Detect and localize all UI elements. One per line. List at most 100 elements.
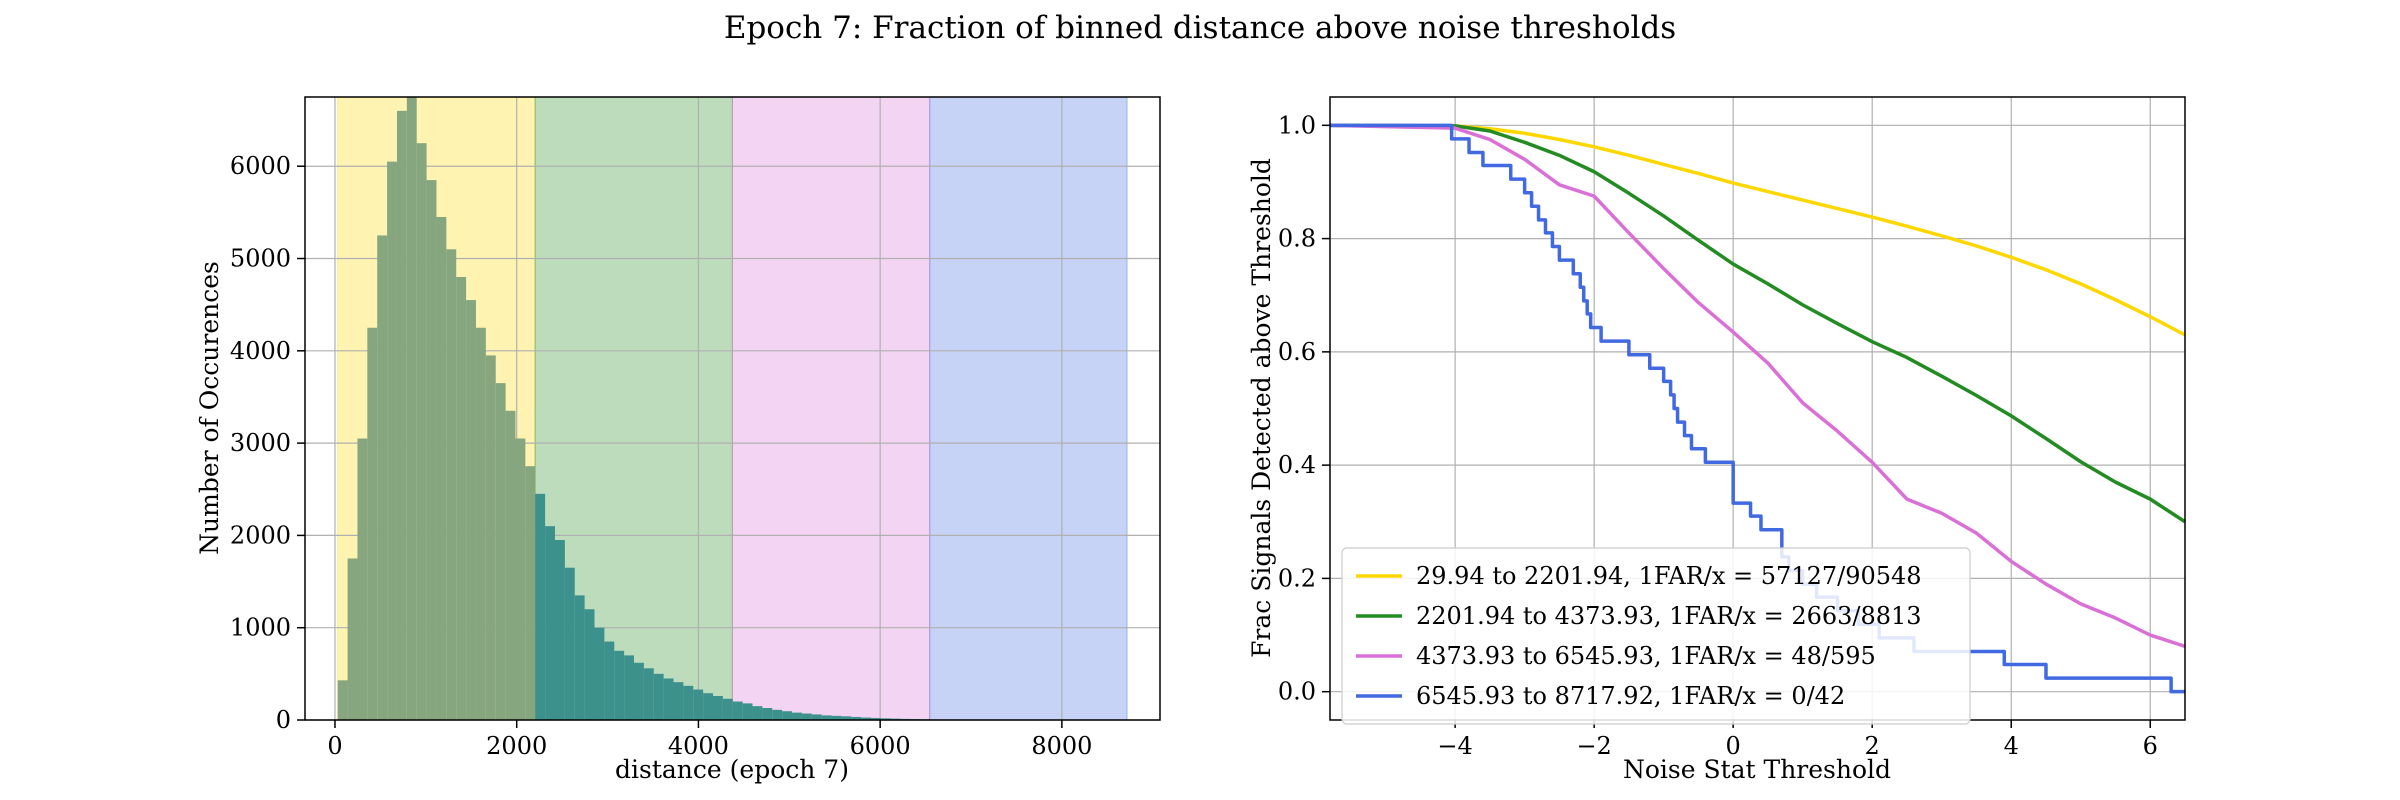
histogram-bar-19 bbox=[525, 466, 536, 720]
histogram-bar-33 bbox=[663, 678, 674, 720]
histogram-bar-7 bbox=[406, 97, 417, 720]
histogram-bar-38 bbox=[713, 696, 723, 720]
line-series-group bbox=[1329, 123, 2186, 694]
line-y-tick-label-4: 0.8 bbox=[1278, 225, 1316, 253]
histogram-bar-49 bbox=[821, 715, 832, 720]
histogram-bars bbox=[337, 97, 1039, 721]
histogram-bar-47 bbox=[801, 713, 812, 720]
line-y-ticks: 0.0 0.2 0.4 0.6 0.8 1.0 bbox=[1278, 111, 1330, 706]
histogram-bar-23 bbox=[564, 567, 575, 720]
histogram-bar-6 bbox=[396, 110, 407, 721]
histogram-bar-8 bbox=[416, 143, 427, 721]
line-y-axis-label: Frac Signals Detected above Threshold bbox=[1247, 158, 1276, 658]
histogram-bar-0 bbox=[337, 680, 348, 720]
histogram-bar-37 bbox=[703, 693, 714, 720]
hist-y-tick-label-2: 2000 bbox=[230, 521, 291, 549]
line-y-tick-label-1: 0.2 bbox=[1278, 564, 1316, 592]
histogram-bar-12 bbox=[456, 276, 467, 720]
histogram-bar-44 bbox=[772, 709, 783, 720]
histogram-bar-16 bbox=[495, 383, 506, 720]
hist-y-tick-label-4: 4000 bbox=[230, 337, 291, 365]
line-x-axis-label: Noise Stat Threshold bbox=[1623, 755, 1891, 784]
histogram-bar-34 bbox=[673, 682, 684, 720]
threshold-panel: −4 −2 0 2 4 6 0.0 0.2 0.4 0.6 0.8 1.0 Noise Stat T… bbox=[1247, 96, 2186, 784]
histogram-bar-21 bbox=[545, 526, 555, 720]
histogram-bar-22 bbox=[554, 540, 565, 720]
hist-y-tick-label-1: 1000 bbox=[230, 614, 291, 642]
histogram-bar-14 bbox=[475, 327, 486, 720]
hist-axes-frame bbox=[304, 96, 1161, 721]
hist-y-ticks: 0 1000 2000 3000 4000 5000 6000 bbox=[230, 152, 305, 734]
histogram-bar-17 bbox=[505, 410, 516, 720]
line-y-tick-label-2: 0.4 bbox=[1278, 451, 1316, 479]
hist-x-ticks: 0 2000 4000 6000 8000 bbox=[327, 720, 1092, 760]
histogram-bar-43 bbox=[762, 708, 773, 720]
shaded-region-2 bbox=[731, 96, 931, 721]
histogram-bar-50 bbox=[831, 715, 842, 720]
line-x-tick-label-1: −2 bbox=[1576, 732, 1611, 760]
hist-x-tick-label-2: 4000 bbox=[668, 732, 729, 760]
figure-title: Epoch 7: Fraction of binned distance abo… bbox=[724, 10, 1676, 46]
histogram-bar-53 bbox=[861, 717, 872, 720]
histogram-bar-40 bbox=[732, 701, 743, 720]
histogram-panel: 0 2000 4000 6000 8000 0 1000 2000 3000 4000 5000 6… bbox=[195, 96, 1161, 784]
hist-y-axis-label: Number of Occurences bbox=[195, 261, 224, 555]
hist-x-tick-label-0: 0 bbox=[327, 732, 342, 760]
hist-x-tick-label-3: 6000 bbox=[850, 732, 911, 760]
series-line-1 bbox=[1329, 123, 2186, 524]
histogram-bar-46 bbox=[792, 712, 802, 720]
hist-y-tick-label-6: 6000 bbox=[230, 152, 291, 180]
histogram-bar-39 bbox=[722, 698, 733, 720]
line-y-tick-label-3: 0.6 bbox=[1278, 338, 1316, 366]
histogram-bar-4 bbox=[377, 235, 388, 720]
histogram-bar-29 bbox=[624, 655, 635, 720]
histogram-bar-35 bbox=[683, 685, 694, 720]
histogram-bar-52 bbox=[851, 716, 862, 720]
shaded-region-3 bbox=[929, 96, 1128, 721]
legend-entry-1: 2201.94 to 4373.93, 1FAR/x = 2663/8813 bbox=[1416, 602, 1922, 630]
hist-x-tick-label-4: 8000 bbox=[1031, 732, 1092, 760]
histogram-bar-18 bbox=[515, 438, 526, 720]
hist-y-tick-label-3: 3000 bbox=[230, 429, 291, 457]
hist-x-axis-label: distance (epoch 7) bbox=[615, 755, 849, 784]
hist-y-tick-label-0: 0 bbox=[276, 706, 291, 734]
histogram-bar-5 bbox=[387, 161, 397, 720]
legend-entry-3: 6545.93 to 8717.92, 1FAR/x = 0/42 bbox=[1416, 682, 1845, 710]
histogram-bar-28 bbox=[614, 650, 625, 720]
histogram-bar-3 bbox=[367, 327, 378, 720]
legend-entry-0: 29.94 to 2201.94, 1FAR/x = 57127/90548 bbox=[1416, 562, 1922, 590]
line-x-tick-label-5: 6 bbox=[2143, 732, 2158, 760]
histogram-bar-11 bbox=[446, 249, 457, 721]
series-line-0 bbox=[1329, 123, 2186, 337]
line-x-tick-label-4: 4 bbox=[2004, 732, 2019, 760]
line-x-tick-label-0: −4 bbox=[1437, 732, 1472, 760]
hist-x-tick-label-1: 2000 bbox=[486, 732, 547, 760]
histogram-bar-45 bbox=[782, 711, 793, 720]
histogram-bar-31 bbox=[643, 668, 654, 720]
histogram-bar-42 bbox=[752, 706, 763, 720]
histogram-bar-9 bbox=[426, 180, 437, 721]
histogram-bar-10 bbox=[436, 216, 447, 721]
histogram-bar-30 bbox=[634, 662, 644, 720]
histogram-bar-48 bbox=[811, 714, 822, 720]
histogram-bar-13 bbox=[466, 300, 476, 720]
histogram-bar-20 bbox=[535, 493, 546, 720]
line-x-tick-label-2: 0 bbox=[1726, 732, 1741, 760]
histogram-bar-26 bbox=[594, 627, 605, 720]
legend-entry-2: 4373.93 to 6545.93, 1FAR/x = 48/595 bbox=[1416, 642, 1876, 670]
histogram-bar-2 bbox=[357, 438, 368, 720]
histogram-bar-36 bbox=[693, 689, 704, 720]
line-y-tick-label-5: 1.0 bbox=[1278, 111, 1316, 139]
histogram-bar-55 bbox=[880, 718, 891, 720]
legend: 29.94 to 2201.94, 1FAR/x = 57127/90548 22… bbox=[1341, 547, 1971, 725]
histogram-bar-24 bbox=[574, 595, 585, 720]
histogram-bar-32 bbox=[653, 673, 664, 720]
histogram-bar-54 bbox=[871, 717, 881, 720]
histogram-bar-27 bbox=[604, 641, 615, 720]
series-line-2 bbox=[1329, 123, 2186, 649]
line-y-tick-label-0: 0.0 bbox=[1278, 678, 1316, 706]
line-x-tick-label-3: 2 bbox=[1865, 732, 1880, 760]
histogram-bar-51 bbox=[841, 716, 852, 720]
histogram-bar-25 bbox=[584, 609, 595, 720]
